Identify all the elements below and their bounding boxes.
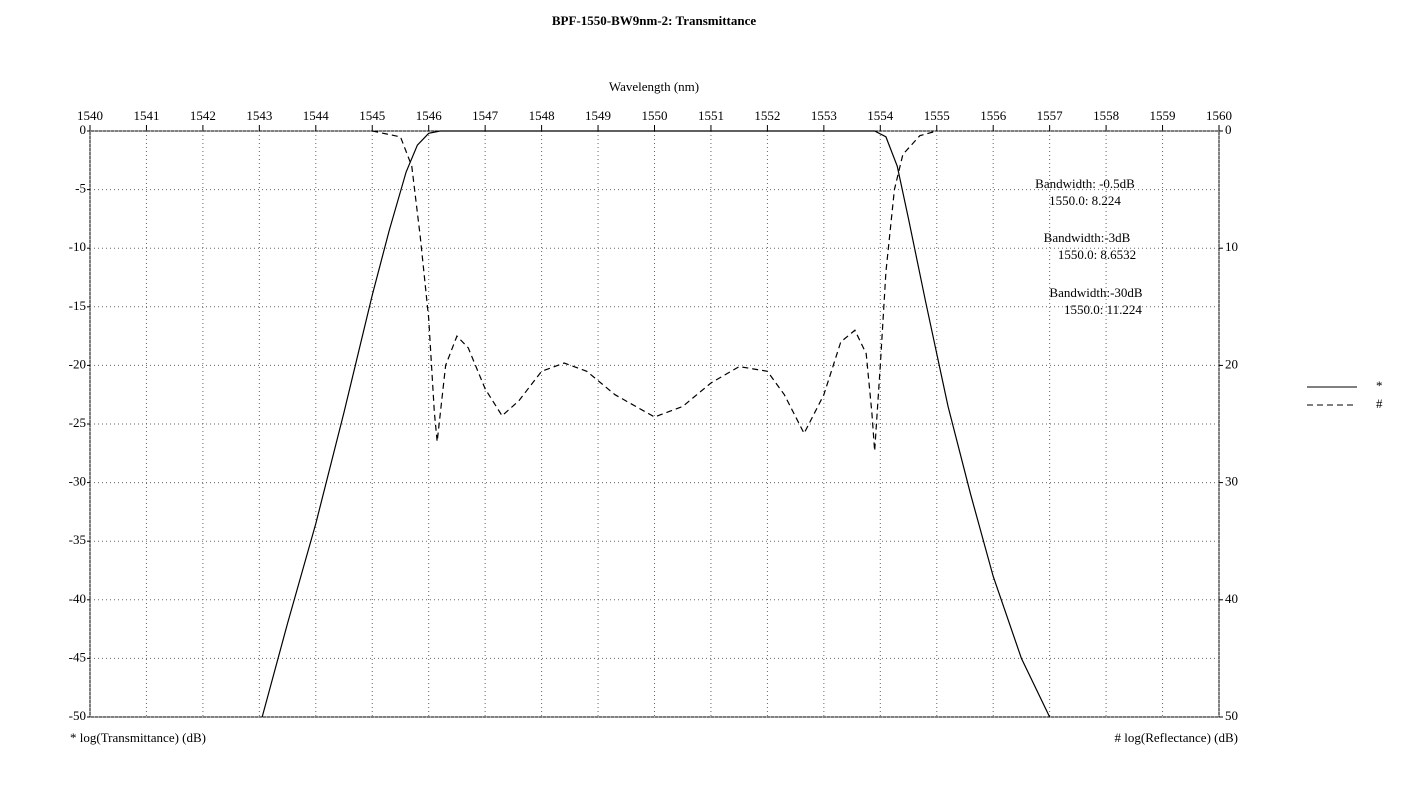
y-tick-label: -25	[69, 415, 86, 430]
y-tick-label: -30	[69, 474, 86, 489]
y-axis-label: * log(Transmittance) (dB)	[70, 730, 206, 745]
x-tick-label: 1540	[77, 108, 103, 123]
x-tick-label: 1547	[472, 108, 499, 123]
x-tick-label: 1543	[246, 108, 272, 123]
x-tick-label: 1560	[1206, 108, 1232, 123]
y-tick-label: -5	[75, 181, 86, 196]
x-tick-label: 1544	[303, 108, 330, 123]
x-tick-label: 1554	[867, 108, 894, 123]
y-tick-label: -45	[69, 649, 86, 664]
x-tick-label: 1541	[133, 108, 159, 123]
x-tick-label: 1551	[698, 108, 724, 123]
annotation: Bandwidth: -0.5dB	[1035, 176, 1135, 191]
y-tick-label: -50	[69, 708, 86, 723]
chart-title: BPF-1550-BW9nm-2: Transmittance	[552, 13, 756, 28]
y-tick-label: -35	[69, 532, 86, 547]
x-tick-label: 1552	[754, 108, 780, 123]
x-tick-label: 1557	[1037, 108, 1064, 123]
y2-tick-label: 50	[1225, 708, 1238, 723]
y2-axis-label: # log(Reflectance) (dB)	[1115, 730, 1238, 745]
x-tick-label: 1548	[529, 108, 555, 123]
x-axis-label: Wavelength (nm)	[609, 79, 699, 94]
x-tick-label: 1545	[359, 108, 385, 123]
x-tick-label: 1553	[811, 108, 837, 123]
annotation: 1550.0: 8.6532	[1058, 247, 1136, 262]
x-tick-label: 1555	[924, 108, 950, 123]
x-tick-label: 1558	[1093, 108, 1119, 123]
annotation: 1550.0: 11.224	[1064, 302, 1142, 317]
series-line	[261, 130, 1051, 718]
y-tick-label: -10	[69, 239, 86, 254]
y2-tick-label: 40	[1225, 591, 1238, 606]
y-tick-label: -15	[69, 298, 86, 313]
x-tick-label: 1542	[190, 108, 216, 123]
legend-label: *	[1376, 378, 1383, 393]
y2-tick-label: 30	[1225, 474, 1238, 489]
y-tick-label: -40	[69, 591, 86, 606]
y2-tick-label: 0	[1225, 122, 1232, 137]
x-tick-label: 1559	[1150, 108, 1176, 123]
y2-tick-label: 20	[1225, 356, 1238, 371]
x-tick-label: 1546	[416, 108, 443, 123]
y-tick-label: -20	[69, 356, 86, 371]
series-line	[372, 130, 937, 452]
y2-tick-label: 10	[1225, 239, 1238, 254]
x-tick-label: 1556	[980, 108, 1007, 123]
y-tick-label: 0	[80, 122, 87, 137]
x-tick-label: 1550	[642, 108, 668, 123]
x-tick-label: 1549	[585, 108, 611, 123]
annotation: 1550.0: 8.224	[1049, 193, 1121, 208]
annotation: Bandwidth:-30dB	[1049, 285, 1142, 300]
legend-label: #	[1376, 396, 1383, 411]
annotation: Bandwidth:-3dB	[1044, 230, 1131, 245]
